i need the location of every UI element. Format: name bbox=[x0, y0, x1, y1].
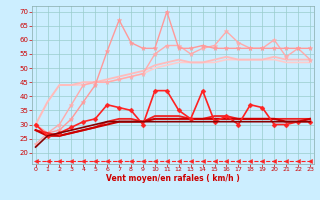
X-axis label: Vent moyen/en rafales ( km/h ): Vent moyen/en rafales ( km/h ) bbox=[106, 174, 240, 183]
